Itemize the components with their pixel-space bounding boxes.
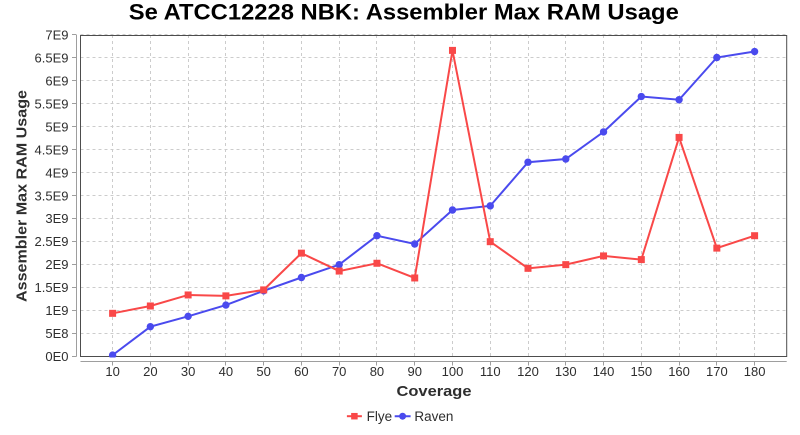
svg-text:1.5E9: 1.5E9 <box>35 280 69 295</box>
svg-text:6.5E9: 6.5E9 <box>35 50 69 65</box>
svg-text:110: 110 <box>480 364 501 379</box>
svg-text:1E9: 1E9 <box>45 303 68 318</box>
svg-text:Coverage: Coverage <box>397 383 472 400</box>
svg-text:20: 20 <box>143 364 157 379</box>
svg-text:Se ATCC12228 NBK: Assembler Ma: Se ATCC12228 NBK: Assembler Max RAM Usag… <box>129 0 679 25</box>
svg-text:140: 140 <box>593 364 615 379</box>
svg-text:50: 50 <box>256 364 270 379</box>
svg-text:5.5E9: 5.5E9 <box>35 96 69 111</box>
svg-text:5E8: 5E8 <box>45 326 68 341</box>
svg-text:Assembler Max RAM Usage: Assembler Max RAM Usage <box>13 90 30 302</box>
svg-text:80: 80 <box>370 364 384 379</box>
svg-text:60: 60 <box>294 364 308 379</box>
svg-text:150: 150 <box>630 364 652 379</box>
svg-text:180: 180 <box>744 364 766 379</box>
svg-text:2E9: 2E9 <box>45 257 68 272</box>
svg-text:0E0: 0E0 <box>45 349 68 364</box>
svg-text:170: 170 <box>706 364 728 379</box>
svg-text:70: 70 <box>332 364 346 379</box>
svg-text:10: 10 <box>105 364 119 379</box>
svg-text:4.5E9: 4.5E9 <box>35 142 69 157</box>
svg-text:Flye: Flye <box>367 409 393 424</box>
svg-text:100: 100 <box>442 364 464 379</box>
svg-text:2.5E9: 2.5E9 <box>35 234 69 249</box>
svg-text:90: 90 <box>407 364 421 379</box>
svg-text:160: 160 <box>668 364 690 379</box>
svg-text:3.5E9: 3.5E9 <box>35 188 69 203</box>
svg-text:130: 130 <box>555 364 577 379</box>
svg-text:40: 40 <box>219 364 233 379</box>
svg-text:Raven: Raven <box>414 409 453 424</box>
svg-text:3E9: 3E9 <box>45 211 68 226</box>
svg-text:5E9: 5E9 <box>45 119 68 134</box>
svg-text:30: 30 <box>181 364 195 379</box>
svg-text:4E9: 4E9 <box>45 165 68 180</box>
svg-text:6E9: 6E9 <box>45 73 68 88</box>
svg-text:7E9: 7E9 <box>45 28 68 43</box>
svg-text:120: 120 <box>517 364 539 379</box>
